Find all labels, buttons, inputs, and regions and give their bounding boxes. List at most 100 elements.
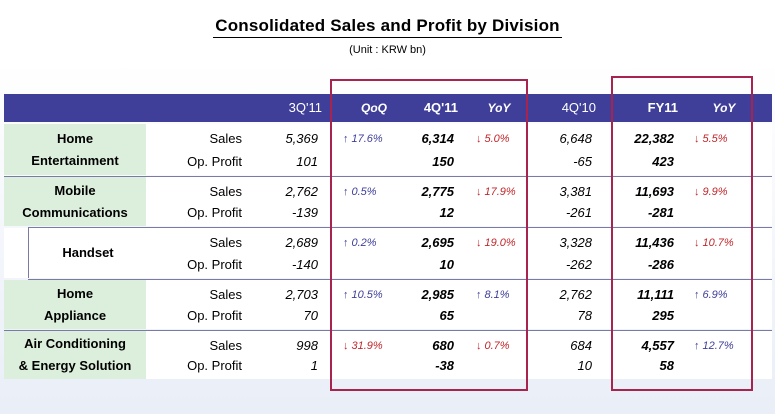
division-name-line1: Mobile — [54, 182, 96, 198]
arrow-up-icon: ↑ — [694, 289, 700, 301]
sales-4q11: 680 — [432, 338, 454, 353]
op-4q10: -65 — [573, 154, 592, 169]
op-fy11: 58 — [659, 358, 674, 373]
change-value: 19.0% — [484, 237, 516, 249]
arrow-up-icon: ↑ — [343, 289, 349, 301]
op-3q11: -139 — [291, 205, 318, 220]
division-name: Home Appliance — [4, 280, 146, 329]
col-4q10: 4Q'10 — [561, 100, 596, 115]
row-divider — [28, 227, 772, 228]
arrow-up-icon: ↑ — [476, 289, 482, 301]
highlight-frame-fy11 — [611, 76, 753, 391]
change-value: 10.7% — [702, 237, 734, 249]
division-name: Air Conditioning & Energy Solution — [4, 331, 146, 379]
sales-label: Sales — [209, 338, 242, 353]
division-name-text: Home Entertainment — [31, 128, 118, 172]
row-divider — [4, 176, 772, 177]
arrow-down-icon: ↓ — [476, 133, 482, 145]
op-profit-label: Op. Profit — [187, 358, 242, 373]
op-4q11: -38 — [435, 358, 454, 373]
sales-3q11: 2,703 — [285, 287, 318, 302]
sales-label: Sales — [209, 235, 242, 250]
op-4q10: 10 — [577, 358, 592, 373]
change-value: 9.9% — [702, 186, 728, 198]
sales-qoq-change: ↑ 10.5% — [343, 286, 405, 304]
change-value: 5.0% — [484, 133, 510, 145]
arrow-down-icon: ↓ — [694, 133, 700, 145]
division-name-line1: Home — [56, 285, 94, 301]
col-qoq: QoQ — [361, 101, 387, 115]
sales-yoy-change: ↓ 5.0% — [476, 130, 528, 148]
arrow-up-icon: ↑ — [343, 237, 349, 249]
op-profit-label: Op. Profit — [187, 154, 242, 169]
sales-fy-yoy-change: ↓ 9.9% — [694, 183, 750, 201]
division-name-line2: & Energy Solution — [18, 358, 132, 373]
arrow-down-icon: ↓ — [694, 186, 700, 198]
op-4q11: 150 — [432, 154, 454, 169]
col-4q11: 4Q'11 — [423, 100, 458, 115]
highlight-frame-4q11 — [330, 79, 528, 391]
sales-fy-yoy-change: ↓ 10.7% — [694, 234, 750, 252]
arrow-down-icon: ↓ — [694, 237, 700, 249]
sales-qoq-change: ↑ 0.2% — [343, 234, 405, 252]
change-value: 12.7% — [702, 340, 734, 352]
sales-4q11: 2,695 — [421, 235, 454, 250]
page-title: Consolidated Sales and Profit by Divisio… — [0, 16, 775, 38]
division-name: Home Entertainment — [4, 124, 146, 175]
change-value: 5.5% — [702, 133, 728, 145]
op-4q10: -261 — [565, 205, 592, 220]
sales-3q11: 998 — [296, 338, 318, 353]
op-fy11: -286 — [647, 257, 674, 272]
col-3q11: 3Q'11 — [288, 100, 322, 115]
sales-yoy-change: ↓ 19.0% — [476, 234, 528, 252]
sales-qoq-change: ↑ 0.5% — [343, 183, 405, 201]
table-header: 3Q'11 QoQ 4Q'11 YoY 4Q'10 FY11 YoY — [4, 94, 772, 122]
sales-yoy-change: ↓ 17.9% — [476, 183, 528, 201]
sales-fy11: 11,111 — [637, 287, 674, 302]
op-profit-label: Op. Profit — [187, 257, 242, 272]
sales-4q10: 3,381 — [559, 184, 592, 199]
op-4q11: 65 — [439, 308, 454, 323]
sales-4q11: 6,314 — [421, 131, 454, 146]
division-name-text: Air Conditioning & Energy Solution — [19, 333, 132, 377]
division-name-line2: Communications — [22, 204, 128, 220]
division-name-text: Handset — [62, 242, 113, 264]
division-name-line2: Appliance — [43, 307, 107, 323]
op-3q11: 70 — [303, 308, 318, 323]
arrow-down-icon: ↓ — [343, 340, 349, 352]
op-profit-label: Op. Profit — [187, 205, 242, 220]
sales-fy-yoy-change: ↓ 5.5% — [694, 130, 750, 148]
change-value: 31.9% — [351, 340, 383, 352]
op-fy11: 295 — [652, 308, 674, 323]
unit-note: (Unit : KRW bn) — [349, 44, 426, 56]
op-3q11: 101 — [296, 154, 318, 169]
sales-label: Sales — [209, 131, 242, 146]
op-fy11: -281 — [647, 205, 674, 220]
division-name-line1: Home — [56, 130, 94, 146]
op-4q10: 78 — [577, 308, 592, 323]
division-name-line2: Entertainment — [31, 152, 119, 168]
sales-4q10: 3,328 — [559, 235, 592, 250]
division-name: Mobile Communications — [4, 177, 146, 226]
sales-qoq-change: ↓ 31.9% — [343, 337, 405, 355]
sales-4q10: 2,762 — [559, 287, 592, 302]
sales-4q10: 6,648 — [559, 131, 592, 146]
sales-fy11: 4,557 — [641, 338, 674, 353]
col-fy-yoy: YoY — [712, 101, 736, 115]
op-3q11: -140 — [291, 257, 318, 272]
sales-fy-yoy-change: ↑ 6.9% — [694, 286, 750, 304]
sales-3q11: 2,689 — [285, 235, 318, 250]
sales-label: Sales — [209, 287, 242, 302]
division-name-text: Home Appliance — [44, 283, 106, 327]
op-4q11: 12 — [439, 205, 454, 220]
change-value: 17.9% — [484, 186, 516, 198]
change-value: 8.1% — [484, 289, 510, 301]
sales-yoy-change: ↑ 8.1% — [476, 286, 528, 304]
change-value: 6.9% — [702, 289, 728, 301]
arrow-down-icon: ↓ — [476, 237, 482, 249]
change-value: 0.7% — [484, 340, 510, 352]
arrow-up-icon: ↑ — [343, 133, 349, 145]
sales-4q11: 2,985 — [421, 287, 454, 302]
sales-fy11: 22,382 — [634, 131, 674, 146]
arrow-up-icon: ↑ — [694, 340, 700, 352]
